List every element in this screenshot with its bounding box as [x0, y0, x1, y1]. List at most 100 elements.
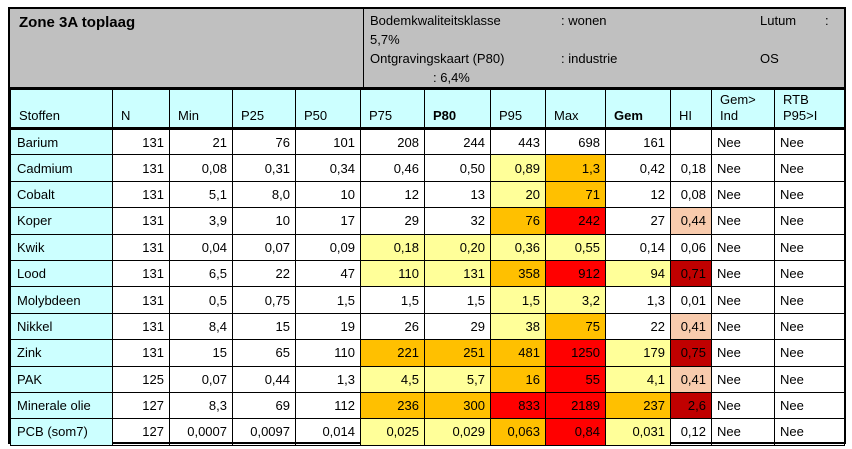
cell-p50: 0,014 [295, 418, 361, 446]
cell-hi: 0,41 [670, 365, 712, 393]
cell-p95: 0,89 [490, 154, 546, 182]
cell-p25: 0,31 [232, 154, 296, 182]
column-header-p80: P80 [424, 89, 491, 130]
cell-n: 131 [112, 286, 170, 314]
table-row-lood: Lood 131 6,5 22 47 110 131 358 912 94 0,71 Nee Nee [10, 259, 845, 288]
info-block: Bodemkwaliteitsklasse : wonen Lutum : 5,… [364, 9, 844, 87]
column-header-row: Stoffen N Min P25 P50 P75 P80 P95 Max Gem HI Gem> I… [10, 89, 845, 130]
cell-gem-ind: Nee [711, 154, 775, 182]
cell-p50: 1,3 [295, 365, 361, 393]
cell-p80: 0,50 [424, 154, 491, 182]
cell-gem: 1,3 [605, 286, 671, 314]
column-header-gem-ind: Gem> Ind [711, 89, 775, 130]
cell-p25: 0,44 [232, 365, 296, 393]
substance-name: Cadmium [10, 154, 113, 182]
cell-n: 131 [112, 312, 170, 341]
cell-rtb-p95i: Nee [774, 127, 845, 156]
cell-max: 698 [545, 127, 606, 156]
cell-p25: 0,07 [232, 233, 296, 261]
cell-p95: 443 [490, 127, 546, 156]
cell-n: 127 [112, 418, 170, 446]
column-header-min: Min [169, 89, 233, 130]
cell-hi: 0,75 [670, 339, 712, 367]
cell-p50: 0,34 [295, 154, 361, 182]
cell-hi: 2,6 [670, 391, 712, 420]
cell-max: 75 [545, 312, 606, 341]
cell-min: 21 [169, 127, 233, 156]
cell-p50: 47 [295, 259, 361, 288]
cell-n: 127 [112, 391, 170, 420]
cell-p75: 0,46 [360, 154, 425, 182]
cell-p95: 76 [490, 207, 546, 235]
cell-p25: 69 [232, 391, 296, 420]
table-body: Barium 131 21 76 101 208 244 443 698 161 Nee Nee Cad… [10, 127, 845, 446]
cell-p80: 251 [424, 339, 491, 367]
cell-gem: 94 [605, 259, 671, 288]
cell-gem: 4,1 [605, 365, 671, 393]
cell-rtb-p95i: Nee [774, 339, 845, 367]
substance-name: Zink [10, 339, 113, 367]
cell-rtb-p95i: Nee [774, 365, 845, 393]
os-value: : 6,4% [433, 70, 470, 85]
cell-p50: 10 [295, 180, 361, 209]
cell-n: 131 [112, 154, 170, 182]
cell-p95: 0,063 [490, 418, 546, 446]
cell-hi: 0,41 [670, 312, 712, 341]
cell-max: 3,2 [545, 286, 606, 314]
table-row-cobalt: Cobalt 131 5,1 8,0 10 12 13 20 71 12 0,08 Nee Nee [10, 180, 845, 209]
cell-gem-ind: Nee [711, 365, 775, 393]
cell-gem-ind: Nee [711, 418, 775, 446]
cell-p50: 110 [295, 339, 361, 367]
cell-p25: 22 [232, 259, 296, 288]
cell-gem: 0,031 [605, 418, 671, 446]
cell-gem: 0,42 [605, 154, 671, 182]
table-row-nikkel: Nikkel 131 8,4 15 19 26 29 38 75 22 0,41 Nee Nee [10, 312, 845, 341]
cell-hi [670, 127, 712, 156]
cell-p80: 13 [424, 180, 491, 209]
cell-gem-ind: Nee [711, 312, 775, 341]
cell-rtb-p95i: Nee [774, 259, 845, 288]
cell-p75: 29 [360, 207, 425, 235]
substance-name: Barium [10, 127, 113, 156]
cell-gem-ind: Nee [711, 127, 775, 156]
cell-max: 242 [545, 207, 606, 235]
excavation-value: : industrie [561, 51, 618, 66]
substances-table: Stoffen N Min P25 P50 P75 P80 P95 Max Gem HI Gem> I… [10, 89, 845, 446]
cell-p25: 0,0097 [232, 418, 296, 446]
cell-min: 15 [169, 339, 233, 367]
lutum-value: 5,7% [370, 32, 400, 47]
cell-p75: 1,5 [360, 286, 425, 314]
cell-rtb-p95i: Nee [774, 207, 845, 235]
cell-p75: 221 [360, 339, 425, 367]
substance-name: PAK [10, 365, 113, 393]
cell-min: 0,04 [169, 233, 233, 261]
cell-gem-ind: Nee [711, 233, 775, 261]
table-row-kwik: Kwik 131 0,04 0,07 0,09 0,18 0,20 0,36 0,55 0,14 0… [10, 233, 845, 261]
cell-hi: 0,06 [670, 233, 712, 261]
cell-gem-ind: Nee [711, 259, 775, 288]
cell-n: 131 [112, 207, 170, 235]
cell-p50: 19 [295, 312, 361, 341]
lutum-label: Lutum [760, 13, 797, 28]
cell-gem-ind: Nee [711, 391, 775, 420]
cell-hi: 0,08 [670, 180, 712, 209]
cell-p50: 101 [295, 127, 361, 156]
cell-p80: 244 [424, 127, 491, 156]
cell-n: 131 [112, 259, 170, 288]
cell-p80: 0,029 [424, 418, 491, 446]
cell-max: 912 [545, 259, 606, 288]
cell-gem-ind: Nee [711, 180, 775, 209]
cell-n: 131 [112, 127, 170, 156]
cell-hi: 0,44 [670, 207, 712, 235]
cell-gem: 179 [605, 339, 671, 367]
cell-p50: 17 [295, 207, 361, 235]
cell-p75: 236 [360, 391, 425, 420]
cell-gem-ind: Nee [711, 339, 775, 367]
cell-p25: 10 [232, 207, 296, 235]
cell-rtb-p95i: Nee [774, 312, 845, 341]
column-header-max: Max [545, 89, 606, 130]
cell-p95: 833 [490, 391, 546, 420]
cell-p80: 32 [424, 207, 491, 235]
cell-min: 0,5 [169, 286, 233, 314]
cell-rtb-p95i: Nee [774, 233, 845, 261]
